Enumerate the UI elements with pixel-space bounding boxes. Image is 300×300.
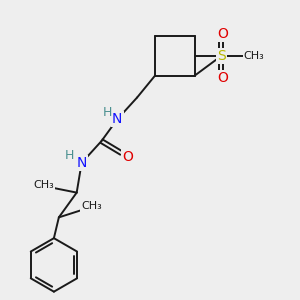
Text: N: N xyxy=(112,112,122,126)
Text: O: O xyxy=(217,71,228,85)
Text: O: O xyxy=(217,27,228,41)
Text: CH₃: CH₃ xyxy=(81,202,102,212)
Text: H: H xyxy=(103,106,112,119)
Text: N: N xyxy=(76,156,87,170)
Text: H: H xyxy=(65,149,74,162)
Text: O: O xyxy=(122,150,133,164)
Text: S: S xyxy=(217,49,226,63)
Text: CH₃: CH₃ xyxy=(244,51,264,61)
Text: CH₃: CH₃ xyxy=(34,180,54,190)
